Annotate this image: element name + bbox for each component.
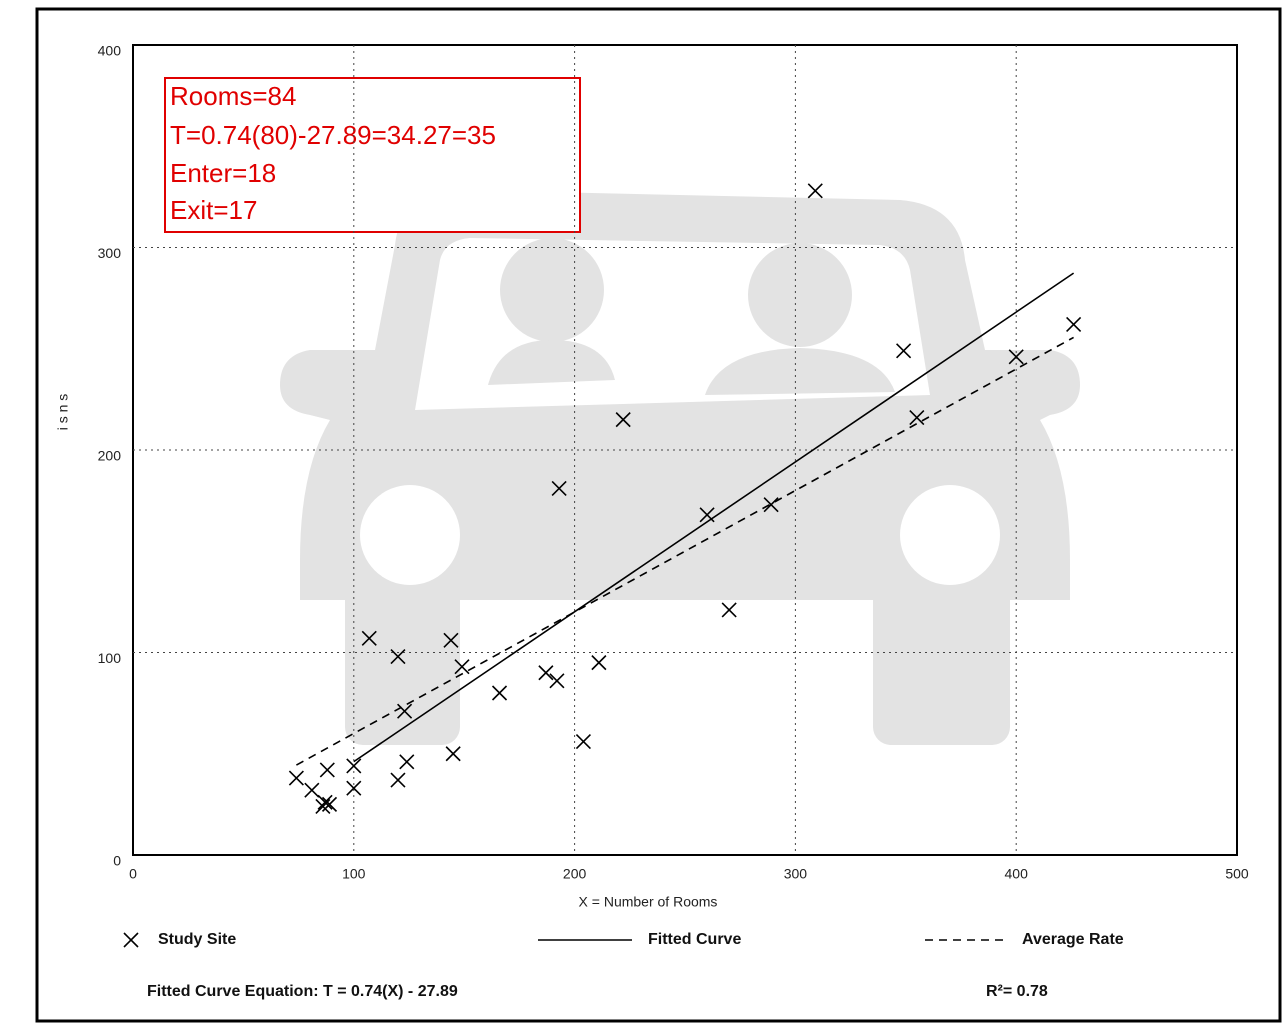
legend-label: Fitted Curve bbox=[648, 931, 741, 948]
data-point bbox=[1008, 349, 1024, 365]
car-window bbox=[360, 238, 1000, 585]
data-point bbox=[549, 673, 565, 689]
annotation: Exit=17 bbox=[170, 195, 257, 225]
data-point bbox=[538, 665, 554, 681]
data-point bbox=[288, 770, 304, 786]
data-point bbox=[304, 782, 320, 798]
data-point bbox=[591, 655, 607, 671]
x-tick-label: 500 bbox=[1225, 866, 1249, 882]
legend-symbol bbox=[123, 932, 139, 948]
data-point bbox=[346, 758, 362, 774]
data-point bbox=[319, 762, 335, 778]
series-line bbox=[353, 272, 1075, 763]
legend-label: Study Site bbox=[158, 931, 236, 948]
y-tick-label: 100 bbox=[98, 650, 122, 666]
y-axis-label: i s n s bbox=[55, 394, 71, 431]
data-point bbox=[491, 685, 508, 701]
equation: Fitted Curve Equation: T = 0.74(X) - 27.… bbox=[147, 983, 458, 1000]
data-point bbox=[807, 183, 823, 199]
x-tick-label: 100 bbox=[342, 866, 366, 882]
annotation: T=0.74(80)-27.89=34.27=35 bbox=[170, 120, 496, 150]
data-point bbox=[763, 497, 779, 513]
data-point bbox=[321, 796, 338, 812]
x-axis-label: X = Number of Rooms bbox=[579, 894, 718, 910]
x-tick-label: 300 bbox=[784, 866, 808, 882]
data-point bbox=[399, 754, 415, 770]
annotation: Rooms=84 bbox=[170, 81, 296, 111]
x-tick-label: 200 bbox=[563, 866, 587, 882]
data-point bbox=[551, 480, 567, 497]
data-point bbox=[454, 659, 470, 675]
y-tick-label: 0 bbox=[113, 853, 121, 869]
data-point bbox=[896, 343, 912, 359]
x-tick-label: 400 bbox=[1005, 866, 1029, 882]
legend-label: Average Rate bbox=[1022, 931, 1124, 948]
data-point bbox=[390, 772, 406, 788]
r-squared: R²= 0.78 bbox=[986, 983, 1048, 1000]
y-tick-label: 400 bbox=[98, 43, 122, 59]
data-point bbox=[575, 734, 591, 750]
data-point bbox=[317, 794, 333, 810]
annotation: Enter=18 bbox=[170, 158, 276, 188]
data-point bbox=[721, 602, 737, 618]
data-point bbox=[397, 703, 413, 719]
annotation-box bbox=[164, 77, 581, 233]
data-point bbox=[909, 410, 925, 426]
data-point bbox=[390, 648, 406, 665]
y-tick-label: 200 bbox=[98, 448, 122, 464]
data-point bbox=[615, 412, 631, 428]
series-line bbox=[296, 336, 1074, 766]
frame bbox=[35, 7, 1282, 1023]
data-point bbox=[361, 630, 377, 646]
y-tick-label: 300 bbox=[98, 245, 122, 261]
data-point bbox=[1066, 316, 1082, 333]
data-point bbox=[346, 780, 362, 796]
x-tick-label: 0 bbox=[129, 866, 137, 882]
data-point bbox=[445, 746, 461, 762]
data-point bbox=[443, 632, 459, 648]
